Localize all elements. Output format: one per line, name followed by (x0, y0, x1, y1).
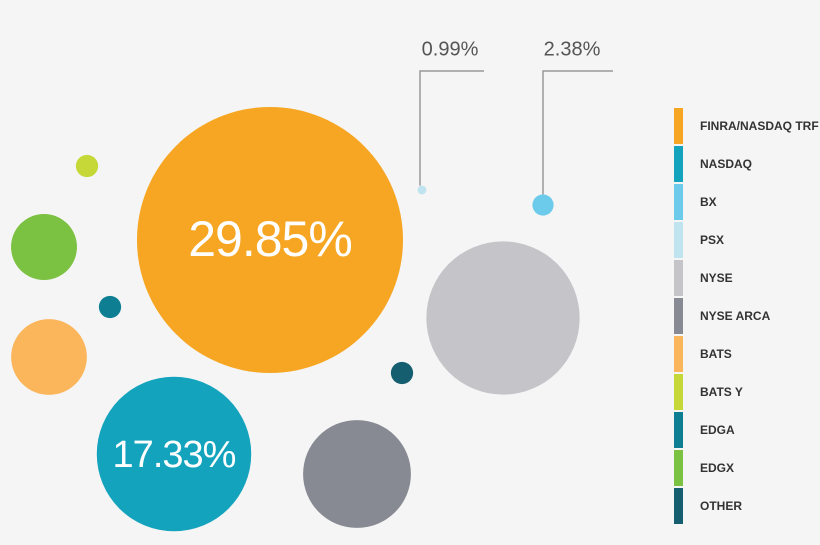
bubble (136, 106, 404, 374)
legend-swatch (674, 222, 683, 258)
bubble (390, 361, 414, 385)
callout-label: 0.99% (422, 38, 479, 60)
legend-swatch (674, 374, 683, 410)
bubble (98, 295, 122, 319)
callout-line (542, 70, 613, 195)
legend-swatch (674, 336, 683, 372)
legend-label: NYSE ARCA (700, 309, 771, 323)
bubble (75, 154, 99, 178)
legend-swatch (674, 108, 683, 144)
legend-label: OTHER (700, 499, 742, 513)
bubble (96, 376, 252, 532)
callout-label: 2.38% (544, 38, 601, 60)
bubble (417, 185, 427, 195)
legend-swatch (674, 184, 683, 220)
legend-label: FINRA/NASDAQ TRF (700, 119, 819, 133)
legend-label: NASDAQ (700, 157, 752, 171)
legend-label: BX (700, 195, 717, 209)
legend-swatch (674, 260, 683, 296)
bubble (11, 214, 77, 280)
bubble-label: 17.33% (113, 434, 236, 476)
legend-label: BATS (700, 347, 732, 361)
legend-label: BATS Y (700, 385, 743, 399)
bubble (532, 194, 554, 216)
legend-label: EDGX (700, 461, 734, 475)
bubble (11, 319, 87, 395)
legend-swatch (674, 450, 683, 486)
callout-line (419, 70, 484, 186)
legend-label: EDGA (700, 423, 735, 437)
legend-swatch (674, 412, 683, 448)
bubble (426, 241, 580, 395)
legend-swatch (674, 298, 683, 334)
bubble-label: 29.85% (188, 211, 352, 267)
legend-swatch (674, 488, 683, 524)
legend-label: NYSE (700, 271, 733, 285)
legend-swatch (674, 146, 683, 182)
legend-label: PSX (700, 233, 724, 247)
bubble (303, 420, 411, 528)
